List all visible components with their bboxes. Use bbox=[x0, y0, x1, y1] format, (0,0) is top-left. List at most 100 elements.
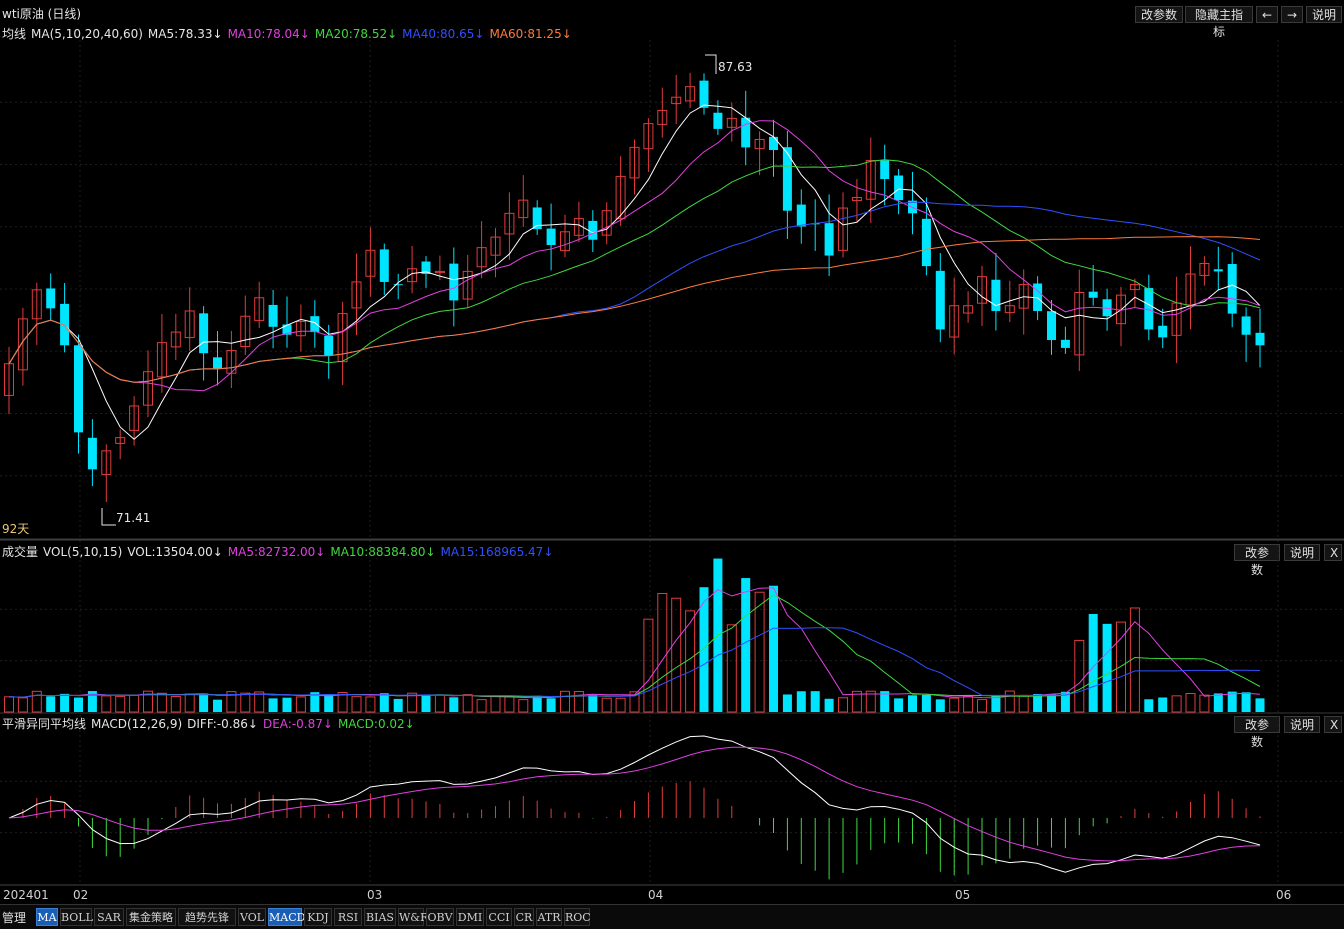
indicator-cci[interactable]: CCI bbox=[486, 908, 512, 926]
candle-up bbox=[129, 405, 140, 431]
indicator-vol[interactable]: VOL bbox=[238, 908, 266, 926]
volume-bar-up bbox=[851, 690, 862, 713]
volume-bar-up bbox=[1018, 694, 1029, 713]
volume-help-button[interactable]: 说明 bbox=[1284, 544, 1320, 561]
volume-bar-up bbox=[351, 696, 362, 713]
indicator-sar[interactable]: SAR bbox=[94, 908, 124, 926]
volume-bar-down bbox=[741, 578, 751, 712]
volume-bar-down bbox=[449, 697, 459, 712]
volume-bar-up bbox=[963, 695, 974, 713]
candle-down bbox=[310, 316, 320, 333]
volume-bar-up bbox=[240, 692, 251, 713]
volume-bar-up bbox=[184, 693, 195, 713]
volume-bar-down bbox=[393, 698, 403, 712]
volume-bar-up bbox=[226, 691, 237, 713]
volume-bar-down bbox=[1102, 623, 1112, 712]
arrow-right-icon[interactable]: → bbox=[1281, 6, 1303, 23]
x-label-03: 03 bbox=[367, 888, 383, 902]
volume-bar-down bbox=[921, 694, 931, 712]
indicator-atr[interactable]: ATR bbox=[536, 908, 562, 926]
macd-panel-params: MACD(12,26,9) bbox=[91, 717, 183, 731]
indicator-ma[interactable]: MA bbox=[36, 908, 58, 926]
indicator-集金策略[interactable]: 集金策略 bbox=[126, 908, 176, 926]
legend-vol: VOL:13504.00↓ bbox=[127, 545, 223, 559]
volume-bar-down bbox=[796, 691, 806, 712]
volume-bar-down bbox=[824, 698, 834, 712]
manage-button[interactable]: 管理 bbox=[2, 911, 27, 925]
candle-down bbox=[393, 284, 403, 286]
indicator-macd[interactable]: MACD bbox=[268, 908, 305, 926]
high-price-label: 87.63 bbox=[718, 60, 753, 74]
help-button[interactable]: 说明 bbox=[1306, 6, 1342, 23]
volume-params-button[interactable]: 改参数 bbox=[1234, 544, 1280, 577]
macd-params-button[interactable]: 改参数 bbox=[1234, 716, 1280, 749]
volume-bar-up bbox=[560, 690, 570, 713]
candle-up bbox=[143, 371, 153, 406]
title-bar: wti原油 (日线) 改参数 隐藏主指标 ← → 说明 bbox=[0, 0, 1344, 39]
x-label-06: 06 bbox=[1276, 888, 1292, 902]
candle-up bbox=[156, 342, 167, 378]
window-title: wti原油 (日线) bbox=[2, 7, 82, 21]
macd-close-icon[interactable]: X bbox=[1324, 716, 1342, 733]
indicator-boll[interactable]: BOLL bbox=[60, 908, 93, 926]
legend-vol-ma15: MA15:168965.47↓ bbox=[440, 545, 554, 559]
candle-down bbox=[421, 261, 431, 275]
indicator-kdj[interactable]: KDJ bbox=[304, 908, 332, 926]
volume-bar-down bbox=[324, 694, 334, 712]
candle-up bbox=[407, 268, 418, 283]
legend-diff: DIFF:-0.86↓ bbox=[187, 717, 258, 731]
macd-diff-line bbox=[8, 735, 1261, 873]
indicator-趋势先锋[interactable]: 趋势先锋 bbox=[178, 908, 236, 926]
indicator-cr[interactable]: CR bbox=[514, 908, 534, 926]
macd-help-button[interactable]: 说明 bbox=[1284, 716, 1320, 733]
candle-down bbox=[713, 112, 723, 129]
candle-down bbox=[1047, 311, 1056, 340]
volume-bar-down bbox=[1255, 698, 1265, 712]
volume-bar-up bbox=[337, 692, 348, 713]
candle-down bbox=[796, 204, 806, 227]
params-button[interactable]: 改参数 bbox=[1135, 6, 1183, 23]
volume-bar-down bbox=[1047, 694, 1056, 712]
volume-bar-up bbox=[31, 690, 42, 713]
candle-up bbox=[977, 276, 987, 304]
candle-up bbox=[685, 86, 696, 102]
arrow-left-icon[interactable]: ← bbox=[1256, 6, 1278, 23]
candle-up bbox=[504, 212, 515, 235]
hide-main-indicator-button[interactable]: 隐藏主指标 bbox=[1185, 6, 1253, 39]
volume-bar-down bbox=[782, 694, 792, 712]
candle-down bbox=[379, 249, 389, 282]
indicator-roc[interactable]: ROC bbox=[564, 908, 591, 926]
volume-close-icon[interactable]: X bbox=[1324, 544, 1342, 561]
candle-down bbox=[46, 288, 56, 309]
volume-bar-up bbox=[865, 690, 876, 713]
price-panel-name: 均线 bbox=[2, 27, 27, 41]
indicator-obv[interactable]: OBV bbox=[426, 908, 454, 926]
candle-up bbox=[490, 236, 501, 256]
volume-bar-up bbox=[17, 697, 28, 713]
candle-down bbox=[1088, 291, 1098, 298]
volume-bar-up bbox=[115, 695, 126, 713]
indicator-wr[interactable]: W&R bbox=[398, 908, 428, 926]
indicator-bias[interactable]: BIAS bbox=[364, 908, 396, 926]
legend-ma20: MA20:78.52↓ bbox=[314, 27, 398, 41]
candle-down bbox=[199, 313, 209, 354]
volume-bar-up bbox=[601, 697, 612, 713]
candle-down bbox=[824, 223, 834, 256]
volume-bar-up bbox=[657, 593, 668, 713]
volume-bar-up bbox=[490, 695, 501, 713]
stock-chart[interactable] bbox=[0, 0, 1344, 904]
candle-up bbox=[295, 321, 306, 337]
volume-panel-params: VOL(5,10,15) bbox=[43, 545, 123, 559]
candle-up bbox=[101, 450, 112, 475]
macd-legend: 平滑异同平均线 MACD(12,26,9) DIFF:-0.86↓ DEA:-0.87… bbox=[2, 715, 420, 732]
candle-down bbox=[991, 279, 1001, 311]
volume-bar-up bbox=[629, 691, 640, 713]
candle-down bbox=[268, 304, 278, 327]
indicator-dmi[interactable]: DMI bbox=[456, 908, 484, 926]
candle-up bbox=[643, 123, 654, 150]
indicator-rsi[interactable]: RSI bbox=[334, 908, 362, 926]
legend-dea: DEA:-0.87↓ bbox=[262, 717, 333, 731]
candle-up bbox=[184, 310, 195, 339]
low-price-label: 71.41 bbox=[116, 511, 151, 525]
volume-bar-up bbox=[949, 697, 960, 713]
